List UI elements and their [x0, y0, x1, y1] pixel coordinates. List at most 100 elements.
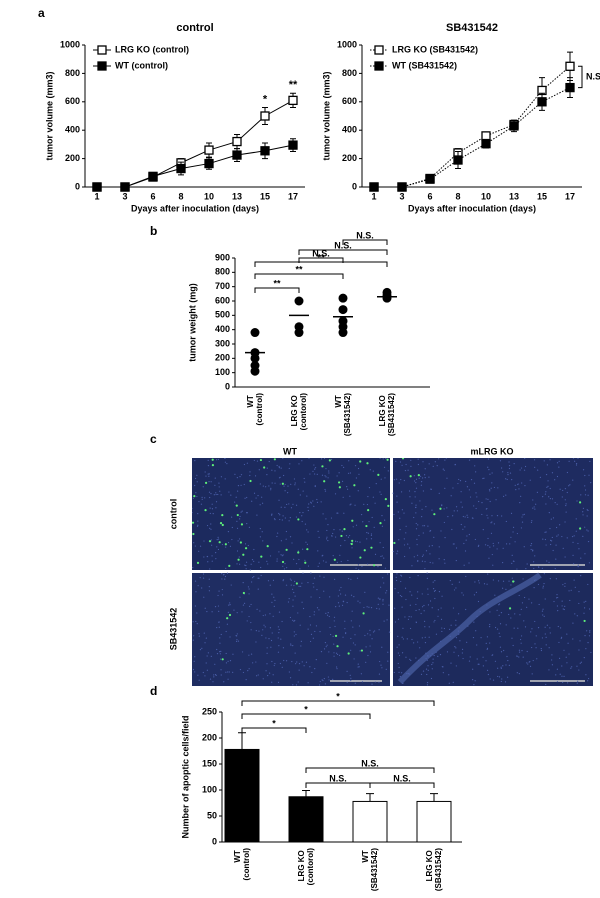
speckle	[240, 511, 242, 513]
speckle	[573, 535, 575, 537]
speckle	[422, 490, 425, 492]
speckle	[404, 587, 407, 589]
speckle	[356, 577, 359, 579]
speckle	[489, 611, 491, 613]
speckle	[316, 607, 319, 609]
speckle	[559, 673, 561, 675]
speckle	[531, 520, 533, 522]
speckle	[386, 619, 388, 621]
speckle	[313, 614, 315, 616]
speckle	[354, 634, 356, 636]
speckle	[273, 518, 276, 520]
apoptotic-cell	[236, 513, 239, 517]
speckle	[217, 536, 219, 539]
speckle	[416, 597, 418, 599]
speckle	[426, 577, 428, 579]
speckle	[201, 647, 203, 649]
speckle	[350, 620, 352, 622]
speckle	[370, 607, 373, 609]
speckle	[297, 681, 299, 683]
speckle	[203, 596, 205, 598]
speckle	[562, 681, 564, 684]
speckle	[577, 542, 579, 545]
speckle	[359, 541, 361, 543]
speckle	[413, 480, 416, 482]
speckle	[225, 671, 227, 673]
speckle	[433, 621, 435, 623]
speckle	[359, 602, 361, 604]
speckle	[452, 487, 454, 489]
speckle	[314, 630, 316, 633]
speckle	[470, 479, 473, 481]
speckle	[441, 630, 443, 633]
speckle	[514, 484, 516, 486]
speckle	[325, 612, 327, 614]
speckle	[408, 673, 411, 675]
speckle	[261, 531, 263, 533]
speckle	[351, 547, 353, 549]
speckle	[545, 491, 547, 493]
speckle	[487, 458, 490, 460]
speckle	[340, 586, 342, 589]
speckle	[523, 513, 525, 515]
chart-title: SB431542	[446, 22, 498, 34]
speckle	[551, 498, 554, 500]
speckle	[294, 580, 296, 582]
speckle	[424, 468, 426, 470]
speckle	[220, 658, 222, 660]
speckle	[524, 485, 526, 487]
speckle	[529, 665, 532, 667]
speckle	[333, 616, 336, 618]
speckle	[407, 673, 410, 675]
speckle	[332, 555, 334, 557]
speckle	[231, 526, 233, 529]
speckle	[379, 660, 381, 663]
speckle	[545, 636, 547, 638]
x-tick-label: 15	[537, 191, 547, 201]
speckle	[306, 529, 308, 531]
speckle	[307, 531, 309, 533]
speckle	[415, 506, 417, 508]
speckle	[377, 597, 379, 599]
apoptotic-cell	[323, 480, 326, 483]
speckle	[229, 602, 231, 604]
speckle	[525, 568, 527, 570]
speckle	[253, 492, 256, 494]
micrographs	[192, 458, 593, 686]
speckle	[587, 583, 589, 586]
apoptotic-cell	[351, 539, 354, 542]
speckle	[404, 616, 406, 618]
speckle	[229, 660, 232, 662]
speckle	[502, 665, 504, 667]
legend-label: LRG KO (control)	[115, 44, 189, 54]
speckle	[294, 619, 296, 622]
speckle	[467, 625, 469, 627]
speckle	[379, 586, 382, 588]
speckle	[548, 561, 550, 563]
speckle	[271, 601, 273, 603]
speckle	[337, 602, 340, 604]
speckle	[452, 607, 455, 609]
speckle	[491, 553, 493, 556]
legend-marker	[97, 45, 107, 55]
speckle	[425, 506, 427, 508]
label-line: (SB431542)	[387, 393, 396, 436]
speckle	[218, 621, 220, 623]
y-tick-label: 400	[65, 125, 80, 135]
apoptotic-cell	[367, 508, 370, 512]
speckle	[579, 640, 581, 642]
speckle	[327, 539, 329, 542]
speckle	[534, 508, 536, 510]
speckle	[518, 488, 520, 490]
speckle	[443, 627, 445, 630]
speckle	[405, 656, 407, 658]
speckle	[382, 600, 384, 602]
speckle	[434, 597, 436, 600]
speckle	[217, 594, 219, 597]
speckle	[459, 640, 461, 642]
speckle	[385, 668, 387, 670]
speckle	[282, 580, 284, 582]
speckle	[221, 594, 224, 596]
speckle	[555, 597, 558, 599]
